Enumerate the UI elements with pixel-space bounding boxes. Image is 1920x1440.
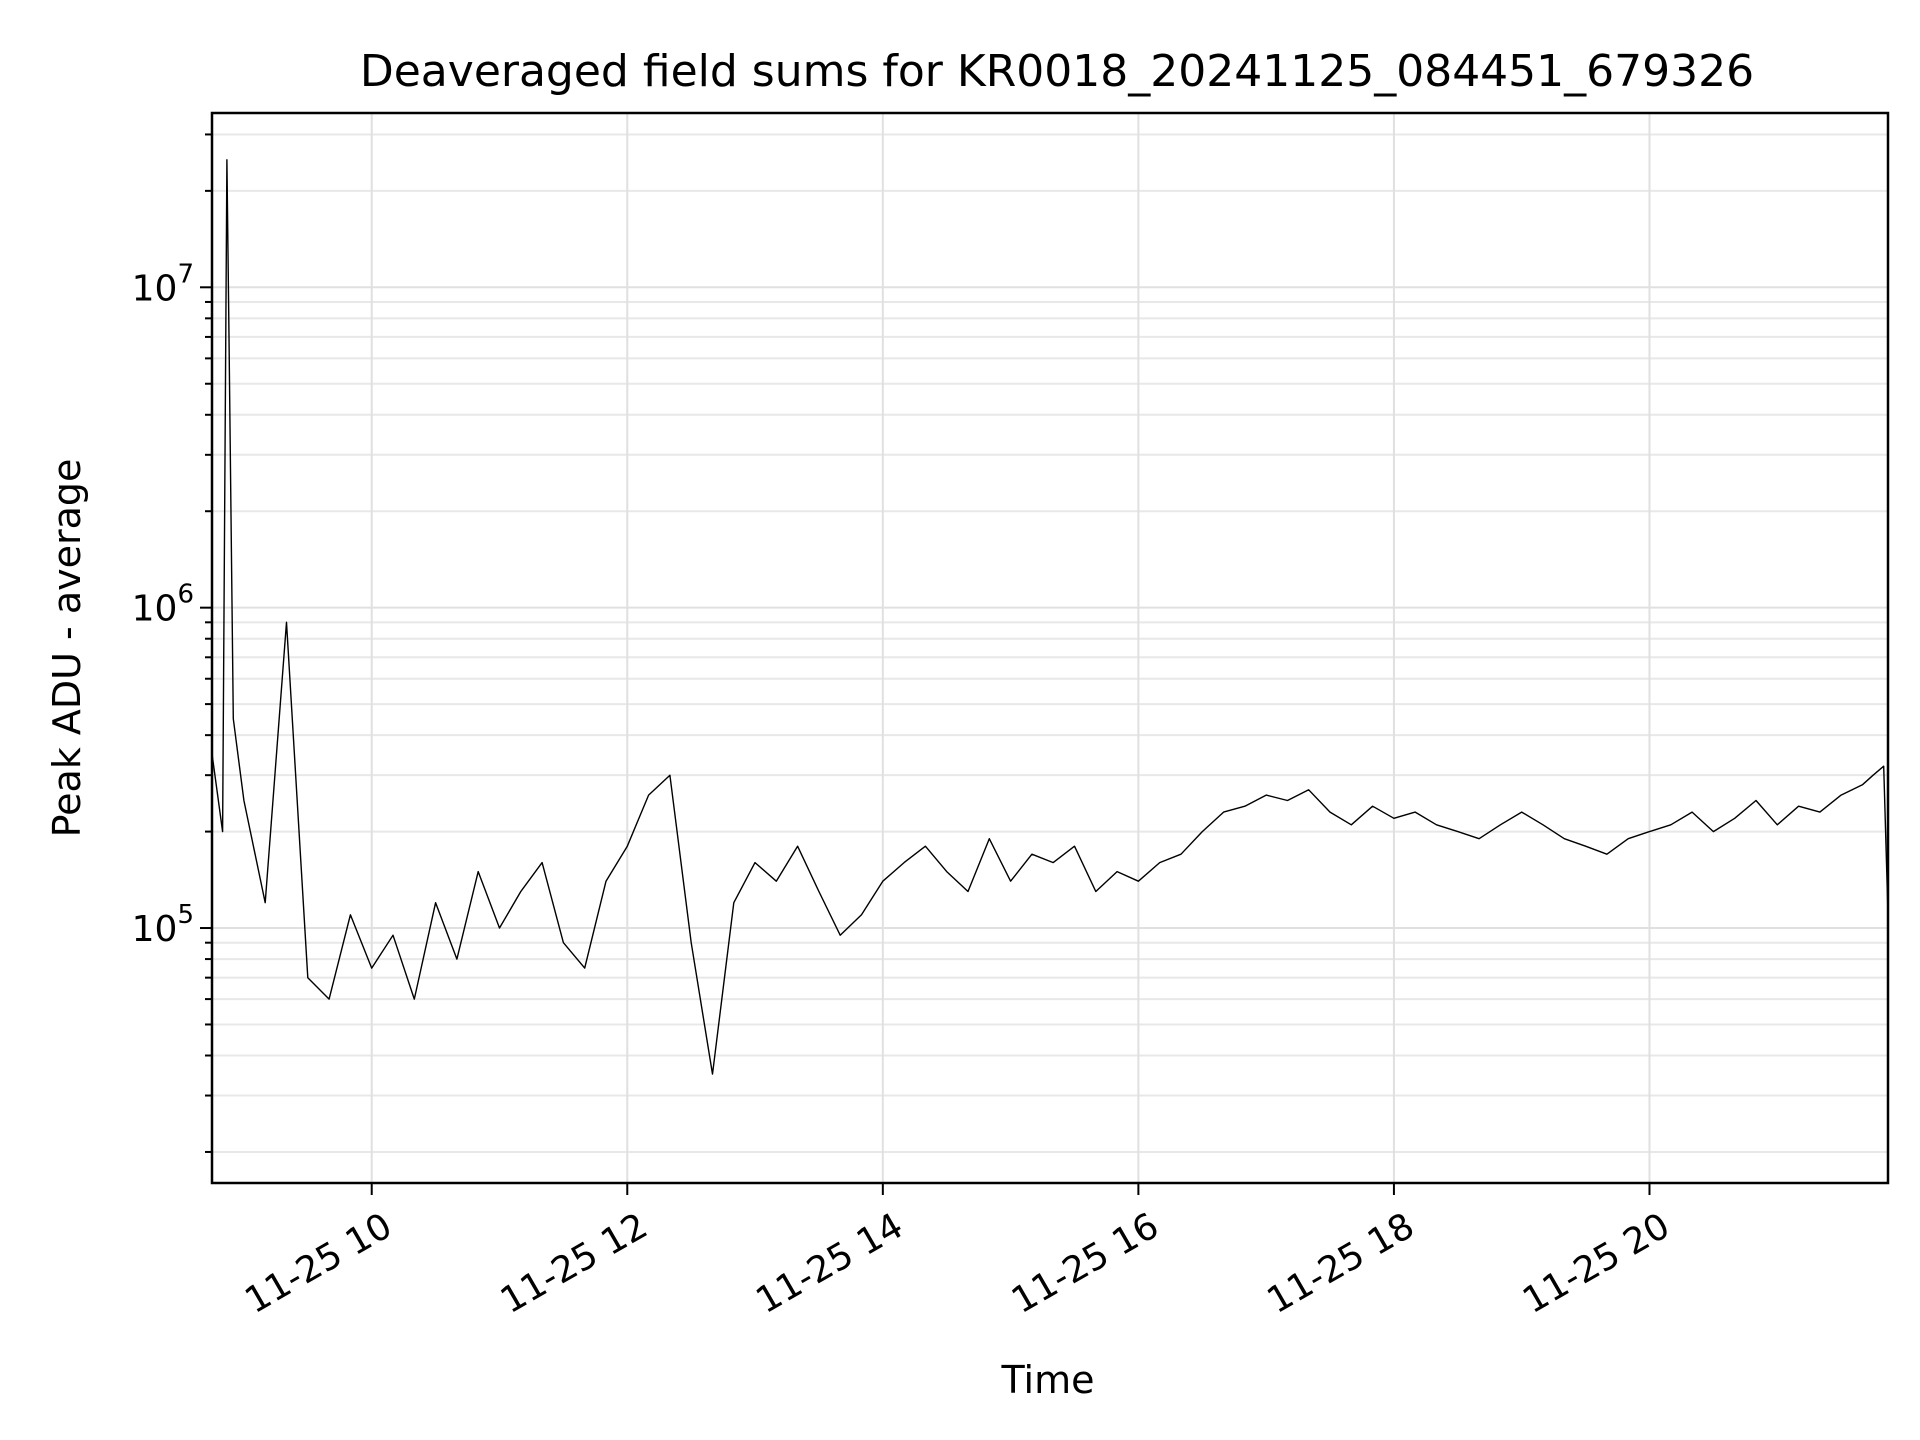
grid-lines xyxy=(212,113,1888,1183)
y-axis-ticks: 105 106 107 xyxy=(132,133,212,1153)
series-line xyxy=(211,159,1889,1075)
x-axis-label: Time xyxy=(1001,1358,1095,1402)
plot-area-frame xyxy=(210,111,1890,1185)
chart-title: Deaveraged field sums for KR0018_2024112… xyxy=(360,46,1754,97)
y-axis-label: Peak ADU - average xyxy=(45,459,89,838)
y-tick-label: 107 xyxy=(132,259,194,309)
y-tick-label: 105 xyxy=(132,900,194,950)
y-tick-label: 106 xyxy=(132,580,194,630)
series-layer xyxy=(211,159,1889,1075)
